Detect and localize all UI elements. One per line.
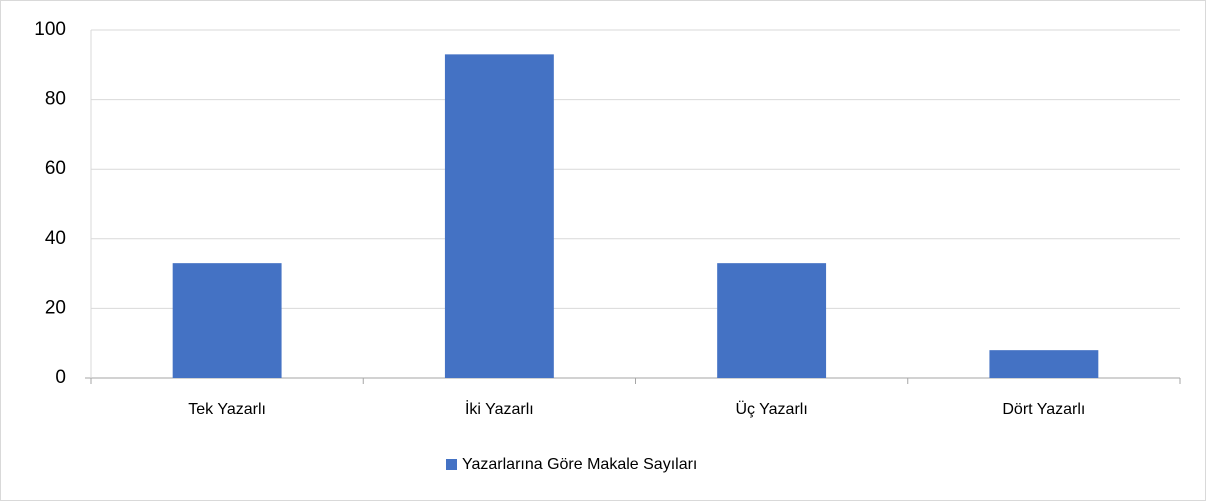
bar bbox=[989, 350, 1099, 378]
bar bbox=[172, 263, 282, 378]
y-tick-label: 80 bbox=[45, 89, 66, 110]
y-tick-label: 0 bbox=[55, 367, 66, 388]
legend-swatch bbox=[446, 459, 457, 470]
x-tick-label: İki Yazarlı bbox=[465, 399, 534, 418]
y-tick-label: 40 bbox=[45, 228, 66, 249]
x-tick-label: Dört Yazarlı bbox=[1002, 401, 1085, 418]
bar bbox=[717, 263, 827, 378]
bar bbox=[444, 54, 554, 379]
y-tick-label: 20 bbox=[45, 297, 66, 318]
x-tick-label: Tek Yazarlı bbox=[188, 401, 266, 418]
y-tick-label: 100 bbox=[34, 19, 66, 40]
x-tick-label: Üç Yazarlı bbox=[735, 400, 807, 418]
y-tick-label: 60 bbox=[45, 158, 66, 179]
legend-label: Yazarlarına Göre Makale Sayıları bbox=[462, 456, 697, 473]
